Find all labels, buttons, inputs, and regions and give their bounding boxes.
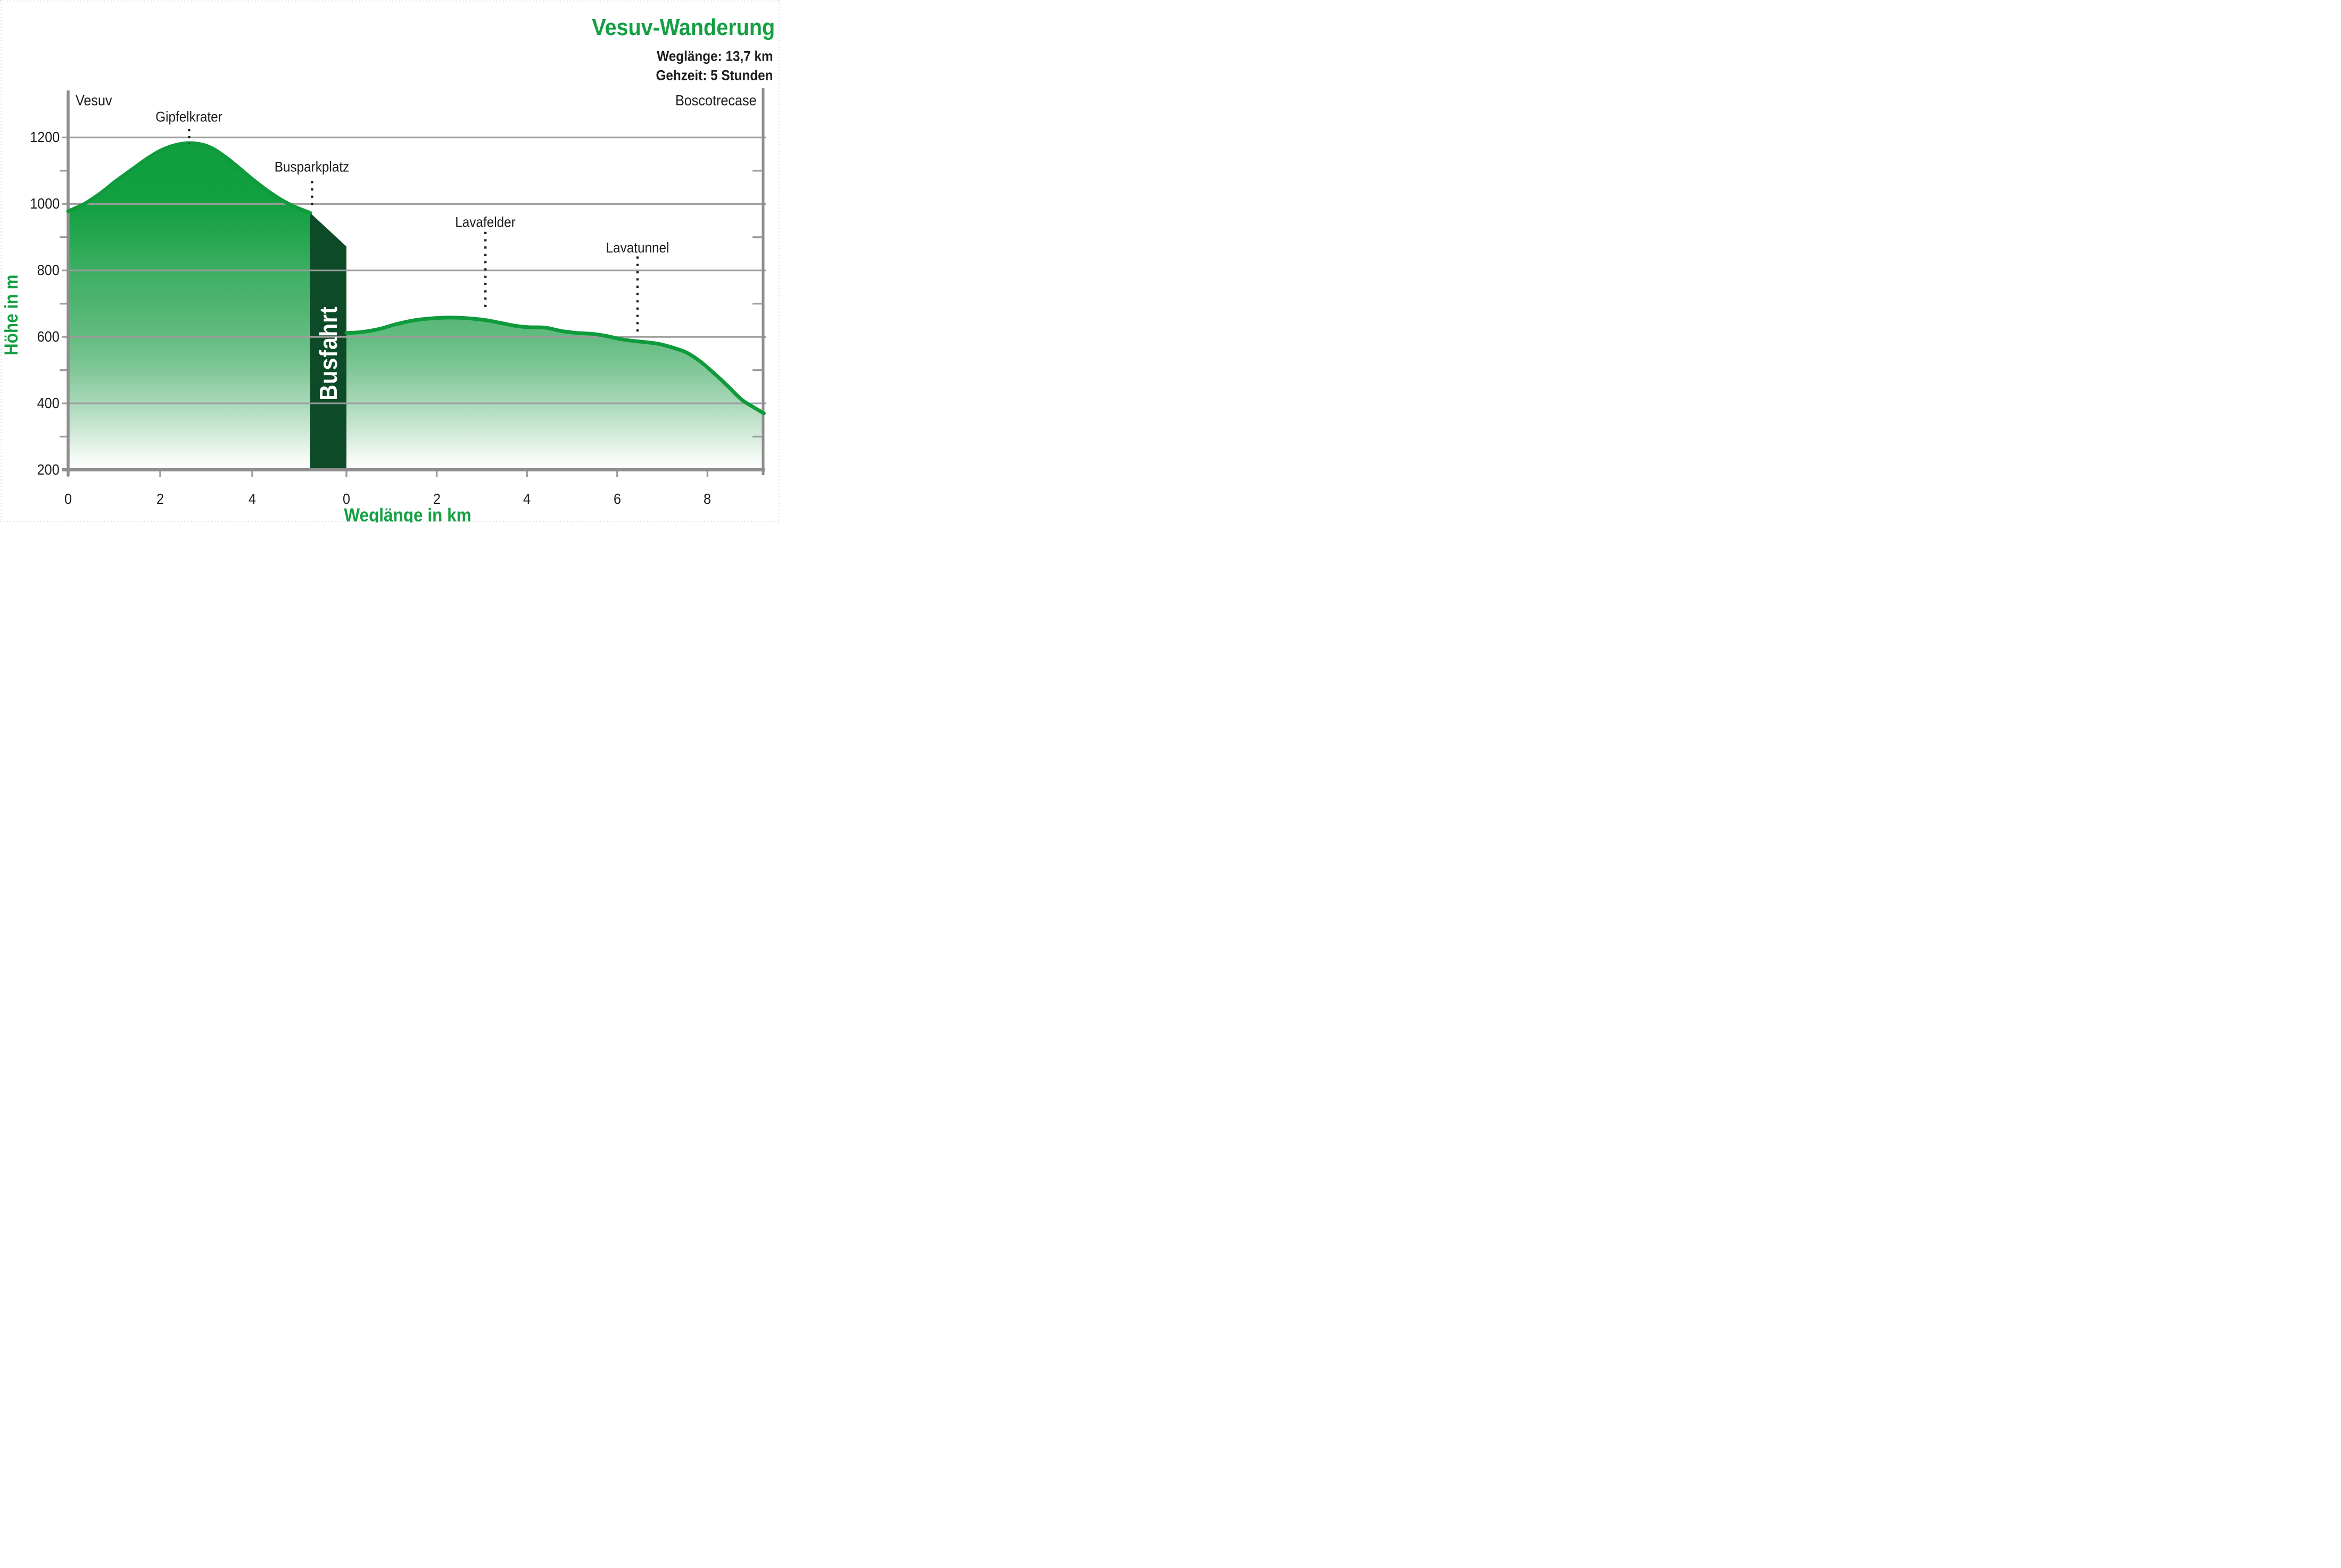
y-tick-label-800: 800 xyxy=(37,262,60,279)
elevation-area-abstieg-boscotrecase xyxy=(346,317,764,470)
subtitle-route-length: Weglänge: 13,7 km xyxy=(657,48,773,64)
bus-ride-band xyxy=(310,213,346,470)
y-axis-title: Höhe in m xyxy=(1,274,22,356)
station-label-lavatunnel: Lavatunnel xyxy=(606,239,669,256)
subtitle-walking-time: Gehzeit: 5 Stunden xyxy=(656,67,773,84)
y-tick-label-1200: 1200 xyxy=(29,129,60,146)
x-tick-label-seg2-2: 2 xyxy=(433,491,441,507)
y-tick-label-600: 600 xyxy=(37,328,60,345)
elevation-area-aufstieg-vesuv xyxy=(68,143,310,470)
elevation-line-abstieg-boscotrecase xyxy=(344,316,766,416)
x-tick-label-seg1-4: 4 xyxy=(248,491,257,507)
start-point-label: Vesuv xyxy=(76,92,112,109)
station-label-gipfelkrater: Gipfelkrater xyxy=(155,109,223,125)
elevation-chart-canvas xyxy=(0,0,780,522)
x-tick-label-seg1-0: 0 xyxy=(64,491,72,507)
bus-ride-band-label: Busfahrt xyxy=(314,306,342,401)
x-tick-label-seg2-8: 8 xyxy=(704,491,712,507)
x-tick-label-seg2-0: 0 xyxy=(342,491,351,507)
end-point-label: Boscotrecase xyxy=(675,92,757,109)
vesuv-elevation-profile-page: Vesuv-Wanderung Weglänge: 13,7 km Gehzei… xyxy=(0,0,780,522)
page-title: Vesuv-Wanderung xyxy=(592,14,775,40)
y-tick-label-1000: 1000 xyxy=(29,195,60,212)
station-label-busparkplatz: Busparkplatz xyxy=(275,159,350,175)
elevation-line-aufstieg-vesuv xyxy=(66,141,312,215)
y-tick-label-200: 200 xyxy=(37,461,60,478)
x-tick-label-seg2-4: 4 xyxy=(523,491,531,507)
x-tick-label-seg2-6: 6 xyxy=(613,491,621,507)
station-label-lavafelder: Lavafelder xyxy=(455,214,516,230)
x-axis-title: Weglänge in km xyxy=(344,505,471,522)
x-tick-label-seg1-2: 2 xyxy=(156,491,164,507)
y-tick-label-400: 400 xyxy=(37,395,60,412)
